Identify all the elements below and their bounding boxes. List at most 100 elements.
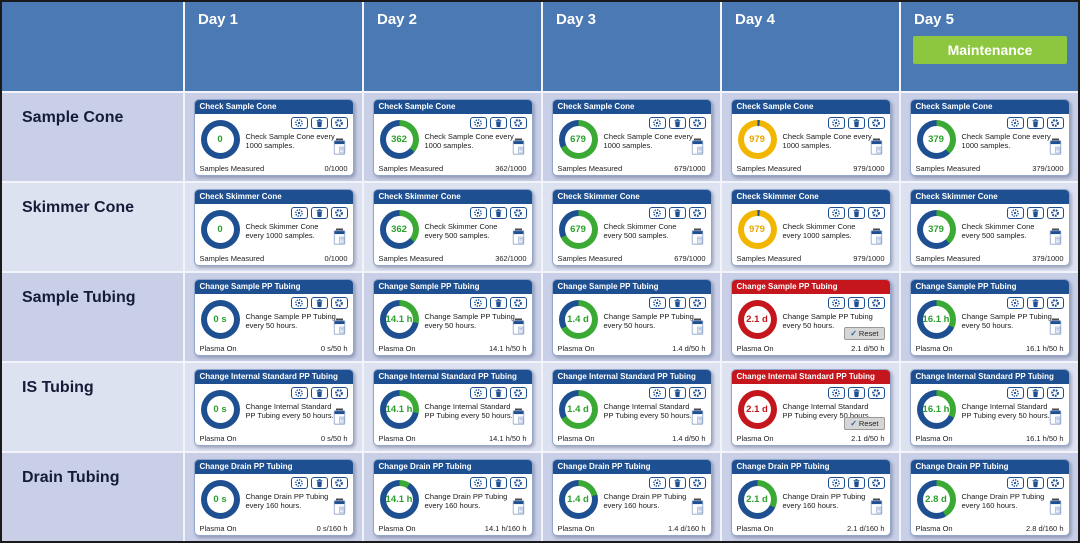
trash-icon[interactable]	[1026, 296, 1044, 309]
trash-icon[interactable]	[310, 206, 328, 219]
header-day-3: Day 3	[543, 2, 720, 91]
plasma-status-icon[interactable]	[827, 206, 845, 219]
trash-icon[interactable]	[847, 116, 865, 129]
plasma-status-icon[interactable]	[290, 296, 308, 309]
gear-icon[interactable]	[688, 206, 706, 219]
maintenance-card: Change Drain PP Tubing 14.1 h Change Dra…	[372, 458, 533, 536]
row-label-sample-cone: Sample Cone	[2, 93, 183, 181]
plasma-status-icon[interactable]	[290, 116, 308, 129]
plasma-status-icon[interactable]	[290, 386, 308, 399]
trash-icon[interactable]	[1026, 116, 1044, 129]
maintenance-card: Change Internal Standard PP Tubing 2.1 d…	[730, 368, 891, 446]
card-toolbar	[469, 296, 527, 309]
plasma-status-icon[interactable]	[827, 476, 845, 489]
footer-label: Plasma On	[557, 433, 595, 443]
trash-icon[interactable]	[489, 296, 507, 309]
trash-icon[interactable]	[310, 296, 328, 309]
trash-icon[interactable]	[489, 206, 507, 219]
plasma-status-icon[interactable]	[648, 386, 666, 399]
gear-icon[interactable]	[1046, 296, 1064, 309]
trash-icon[interactable]	[310, 386, 328, 399]
plasma-status-icon[interactable]	[1006, 386, 1024, 399]
trash-icon[interactable]	[310, 116, 328, 129]
cell-is-tubing-day-3: Change Internal Standard PP Tubing 1.4 d…	[543, 363, 720, 451]
gear-icon[interactable]	[1046, 116, 1064, 129]
gear-icon[interactable]	[688, 116, 706, 129]
progress-value: 14.1 h	[385, 313, 413, 325]
gear-icon[interactable]	[330, 206, 348, 219]
progress-value: 14.1 h	[385, 403, 413, 415]
trash-icon[interactable]	[1026, 386, 1044, 399]
plasma-status-icon[interactable]	[290, 476, 308, 489]
card-description: Check Sample Cone every 1000 samples.	[603, 131, 693, 151]
gear-icon[interactable]	[867, 386, 885, 399]
trash-icon[interactable]	[1026, 206, 1044, 219]
gear-icon[interactable]	[509, 476, 527, 489]
gear-icon[interactable]	[330, 386, 348, 399]
plasma-status-icon[interactable]	[1006, 206, 1024, 219]
gear-icon[interactable]	[867, 296, 885, 309]
plasma-status-icon[interactable]	[290, 206, 308, 219]
gear-icon[interactable]	[509, 296, 527, 309]
trash-icon[interactable]	[668, 476, 686, 489]
gear-icon[interactable]	[1046, 206, 1064, 219]
plasma-status-icon[interactable]	[1006, 476, 1024, 489]
plasma-status-icon[interactable]	[1006, 296, 1024, 309]
trash-icon[interactable]	[847, 206, 865, 219]
trash-icon[interactable]	[489, 476, 507, 489]
trash-icon[interactable]	[489, 386, 507, 399]
plasma-status-icon[interactable]	[648, 206, 666, 219]
footer-value: 979/1000	[853, 253, 885, 263]
plasma-status-icon[interactable]	[827, 386, 845, 399]
gear-icon[interactable]	[509, 206, 527, 219]
trash-icon[interactable]	[310, 476, 328, 489]
gear-icon[interactable]	[330, 296, 348, 309]
trash-icon[interactable]	[668, 206, 686, 219]
plasma-status-icon[interactable]	[827, 116, 845, 129]
trash-icon[interactable]	[847, 386, 865, 399]
plasma-status-icon[interactable]	[469, 116, 487, 129]
footer-value: 0 s/160 h	[316, 523, 348, 533]
trash-icon[interactable]	[847, 296, 865, 309]
header-day-2: Day 2	[364, 2, 541, 91]
trash-icon[interactable]	[668, 116, 686, 129]
gear-icon[interactable]	[1046, 476, 1064, 489]
reset-button[interactable]: ✓ Reset	[844, 326, 885, 340]
gear-icon[interactable]	[688, 386, 706, 399]
plasma-status-icon[interactable]	[469, 476, 487, 489]
plasma-status-icon[interactable]	[1006, 116, 1024, 129]
gear-icon[interactable]	[867, 116, 885, 129]
gear-icon[interactable]	[1046, 386, 1064, 399]
cell-drain-tubing-day-2: Change Drain PP Tubing 14.1 h Change Dra…	[364, 453, 541, 541]
trash-icon[interactable]	[1026, 476, 1044, 489]
card-toolbar	[1006, 206, 1064, 219]
trash-icon[interactable]	[668, 296, 686, 309]
maintenance-card: Change Internal Standard PP Tubing 0 s C…	[193, 368, 354, 446]
reset-button[interactable]: ✓ Reset	[844, 416, 885, 430]
gear-icon[interactable]	[509, 386, 527, 399]
trash-icon[interactable]	[847, 476, 865, 489]
card-toolbar	[1006, 476, 1064, 489]
gear-icon[interactable]	[330, 116, 348, 129]
gear-icon[interactable]	[867, 476, 885, 489]
trash-icon[interactable]	[489, 116, 507, 129]
plasma-status-icon[interactable]	[469, 296, 487, 309]
card-title: Change Sample PP Tubing	[373, 279, 532, 294]
plasma-status-icon[interactable]	[648, 476, 666, 489]
trash-icon[interactable]	[668, 386, 686, 399]
gear-icon[interactable]	[330, 476, 348, 489]
progress-ring: 1.4 d	[558, 299, 598, 339]
plasma-status-icon[interactable]	[648, 296, 666, 309]
maintenance-button[interactable]: Maintenance	[913, 36, 1067, 64]
plasma-status-icon[interactable]	[469, 386, 487, 399]
gear-icon[interactable]	[867, 206, 885, 219]
plasma-status-icon[interactable]	[469, 206, 487, 219]
footer-label: Samples Measured	[199, 163, 265, 173]
gear-icon[interactable]	[688, 296, 706, 309]
maintenance-card: Change Drain PP Tubing 2.8 d Change Drai…	[909, 458, 1070, 536]
plasma-status-icon[interactable]	[827, 296, 845, 309]
plasma-status-icon[interactable]	[648, 116, 666, 129]
gear-icon[interactable]	[509, 116, 527, 129]
card-title: Change Internal Standard PP Tubing	[731, 369, 890, 384]
gear-icon[interactable]	[688, 476, 706, 489]
